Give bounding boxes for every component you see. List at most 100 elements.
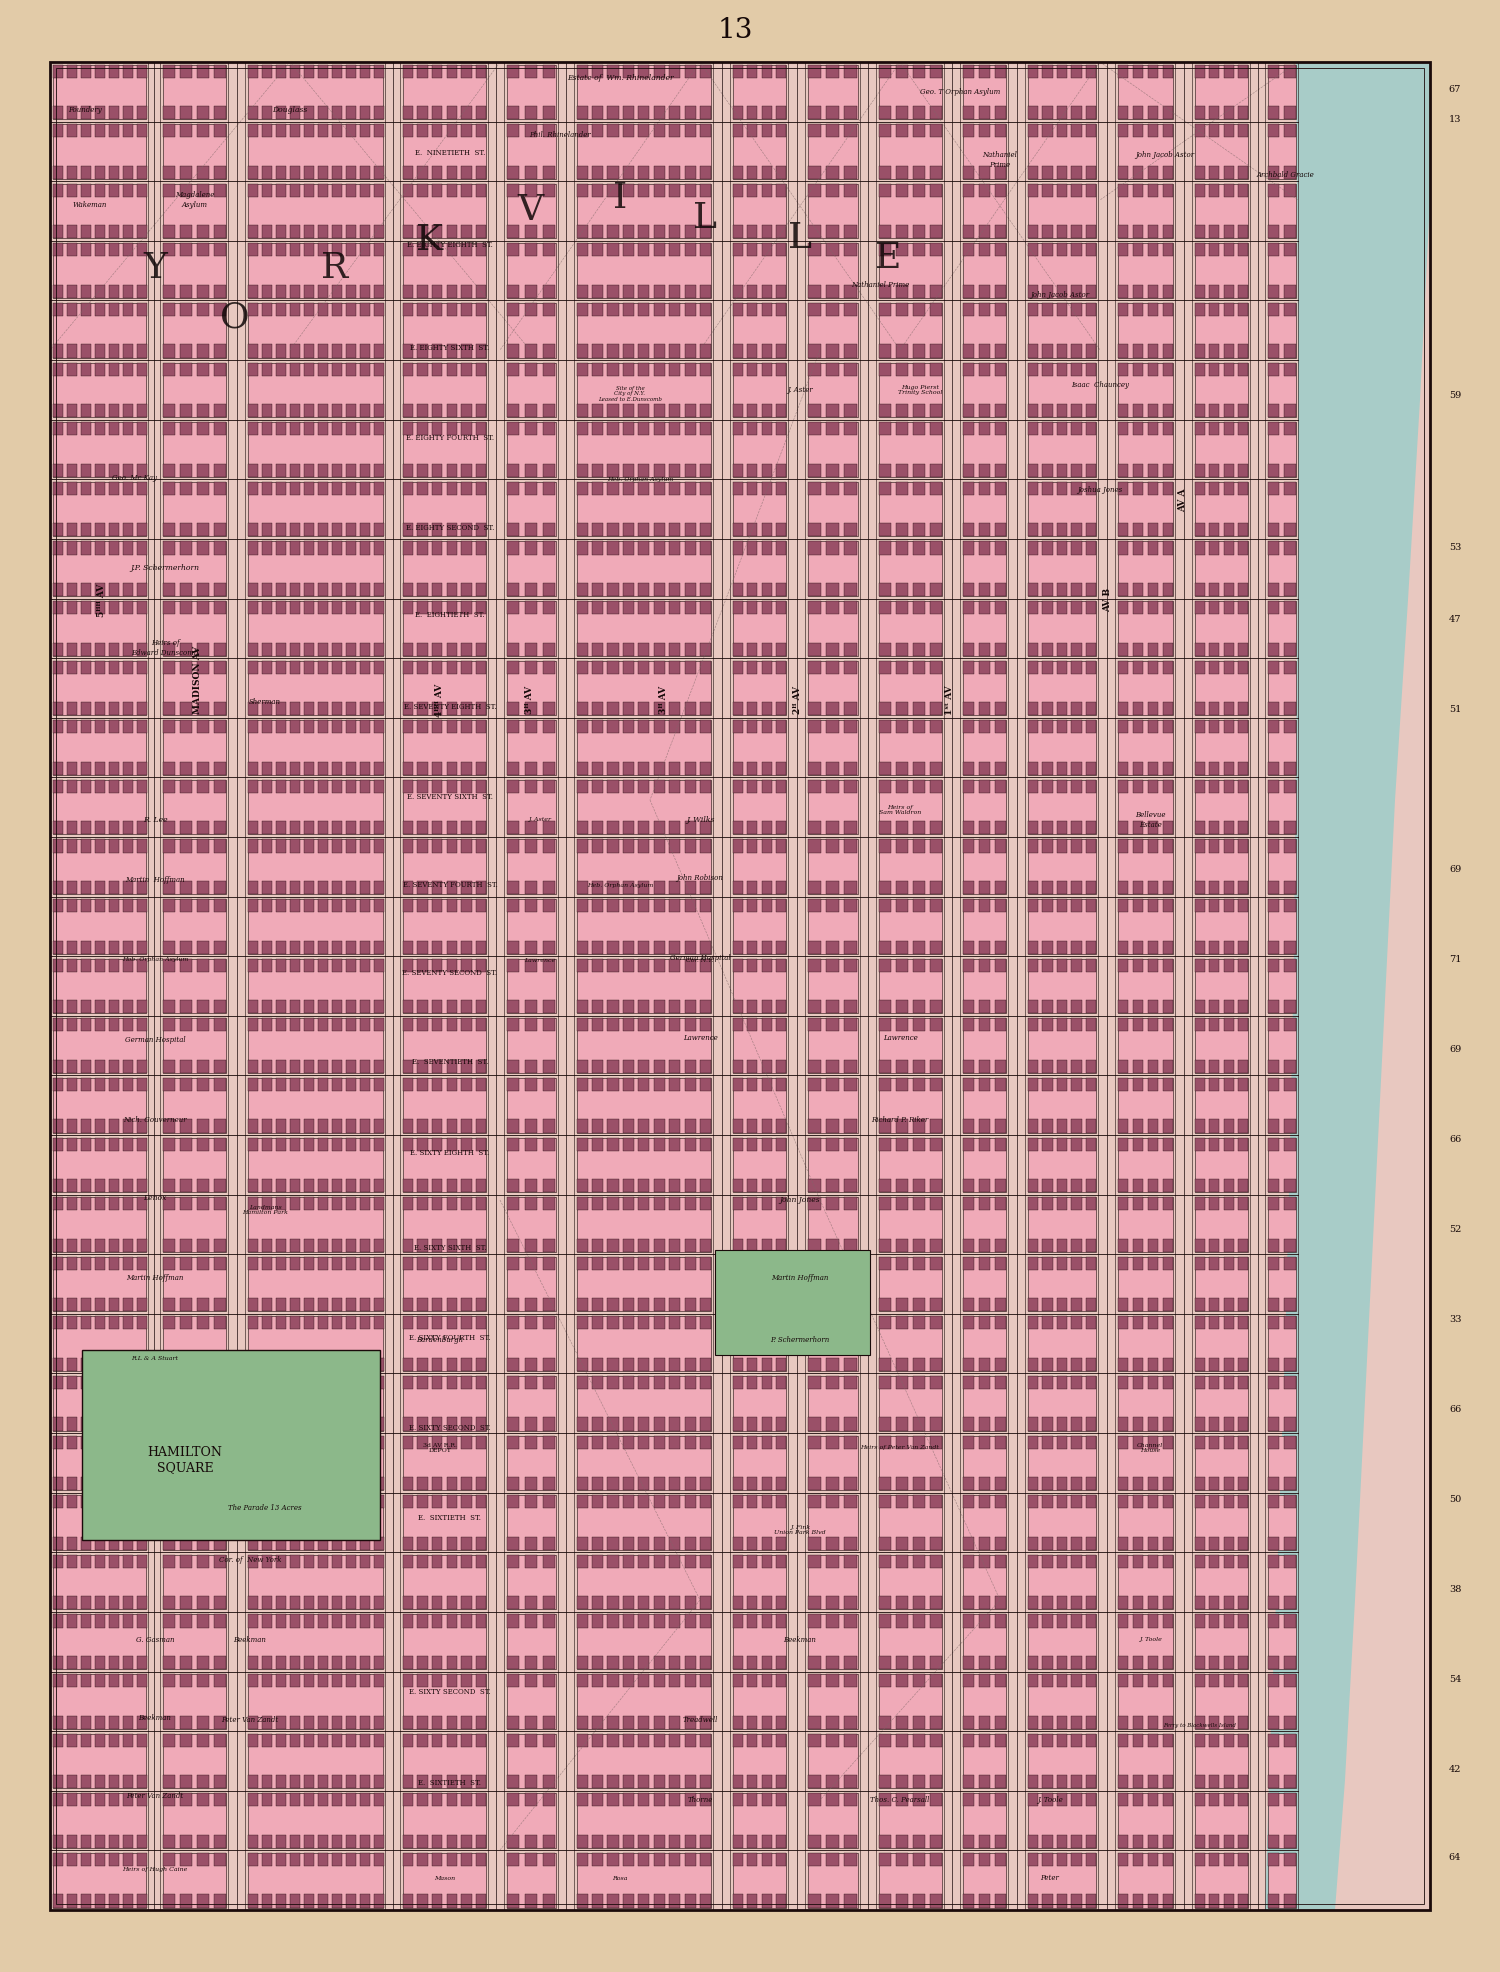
Bar [732,422,786,477]
Bar [963,958,974,972]
Bar [762,702,772,716]
Bar [669,363,681,377]
Bar [507,779,519,793]
Bar [732,243,742,256]
Bar [654,106,664,118]
Bar [261,1197,272,1211]
Bar [930,1018,942,1031]
Bar [196,463,208,477]
Bar [276,1018,285,1031]
Bar [180,1079,192,1091]
Bar [417,1120,428,1132]
Bar [684,1359,696,1371]
Bar [543,1000,555,1014]
Bar [290,1495,300,1509]
Bar [776,1536,786,1550]
Bar [402,463,412,477]
Bar [879,779,891,793]
Bar [1224,1793,1234,1806]
Bar [432,1179,442,1193]
Bar [747,1000,758,1014]
Bar [81,1000,90,1014]
Bar [1071,822,1082,834]
Bar [213,1495,225,1509]
Bar [332,1615,342,1627]
Bar [162,481,225,536]
Bar [762,1000,772,1014]
Bar [700,1656,711,1668]
Bar [108,1615,118,1627]
Bar [1056,899,1066,913]
Bar [1194,1436,1248,1491]
Bar [360,363,369,377]
Bar [912,1079,924,1091]
Bar [1086,1359,1096,1371]
Bar [654,1256,664,1270]
Bar [196,1674,208,1688]
Bar [978,1418,990,1430]
Bar [290,1775,300,1789]
Bar [53,304,63,316]
Bar [1042,404,1053,418]
Bar [402,363,486,418]
Bar [460,702,471,716]
Bar [912,1197,924,1211]
Bar [402,422,486,477]
Bar [639,1733,650,1747]
Bar [402,1059,412,1073]
Bar [543,1359,555,1371]
Bar [81,1238,90,1252]
Bar [53,1854,63,1866]
Bar [732,702,742,716]
Bar [507,1854,555,1907]
Bar [162,1179,174,1193]
Bar [1209,941,1219,954]
Bar [622,124,634,138]
Bar [66,1138,76,1150]
Bar [476,822,486,834]
Bar [700,881,711,893]
Bar [332,1674,342,1688]
Bar [879,761,891,775]
Bar [1118,363,1173,418]
Bar [248,481,382,536]
Text: 64: 64 [1449,1854,1461,1862]
Bar [978,1536,990,1550]
Bar [318,1238,327,1252]
Bar [912,1793,924,1806]
Bar [290,225,300,239]
Bar [978,1238,990,1252]
Bar [669,463,681,477]
Bar [1071,1674,1082,1688]
Bar [912,822,924,834]
Bar [963,1059,974,1073]
Bar [507,463,519,477]
Bar [332,422,342,436]
Bar [1028,643,1038,655]
Bar [180,720,192,734]
Bar [700,166,711,179]
Bar [930,1256,942,1270]
Bar [994,1079,1006,1091]
Bar [654,225,664,239]
Bar [608,1138,618,1150]
Bar [290,1138,300,1150]
Bar [447,1477,458,1491]
Text: 3ᴴ AV: 3ᴴ AV [525,686,534,714]
Bar [639,481,650,495]
Bar [592,1179,603,1193]
Bar [432,941,442,954]
Bar [896,1256,908,1270]
Bar [318,481,327,495]
Bar [1118,166,1128,179]
Bar [762,1436,772,1449]
Bar [402,65,412,77]
Bar [507,243,555,298]
Bar [1028,1179,1038,1193]
Bar [669,1298,681,1311]
Bar [108,463,118,477]
Bar [669,345,681,357]
Bar [1194,1854,1248,1907]
Bar [1209,779,1219,793]
Bar [963,1615,974,1627]
